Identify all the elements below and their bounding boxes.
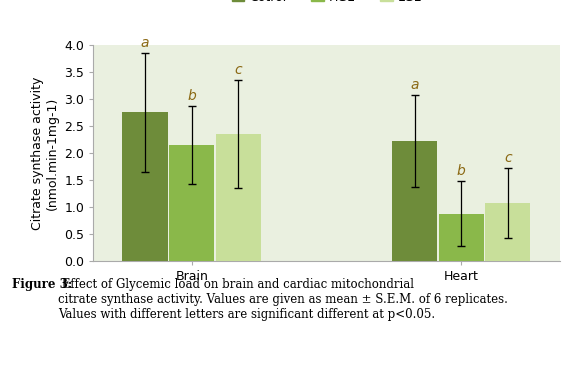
Bar [485, 203, 531, 261]
Text: a: a [410, 78, 419, 92]
Y-axis label: Citrate synthase activity
(nmol.min-1mg-1): Citrate synthase activity (nmol.min-1mg-… [31, 76, 59, 230]
Text: b: b [457, 164, 466, 178]
Text: c: c [234, 63, 242, 77]
Legend: Cotrol, HGL, LGL: Cotrol, HGL, LGL [227, 0, 426, 9]
Text: b: b [187, 89, 196, 103]
Bar [392, 141, 437, 261]
Bar [438, 213, 484, 261]
Bar [216, 134, 261, 261]
Text: c: c [504, 151, 512, 165]
Bar [169, 145, 215, 261]
Text: Effect of Glycemic load on brain and cardiac mitochondrial
citrate synthase acti: Effect of Glycemic load on brain and car… [58, 278, 508, 321]
Text: a: a [141, 36, 149, 50]
Text: Figure 3:: Figure 3: [12, 278, 72, 291]
Bar [122, 112, 168, 261]
